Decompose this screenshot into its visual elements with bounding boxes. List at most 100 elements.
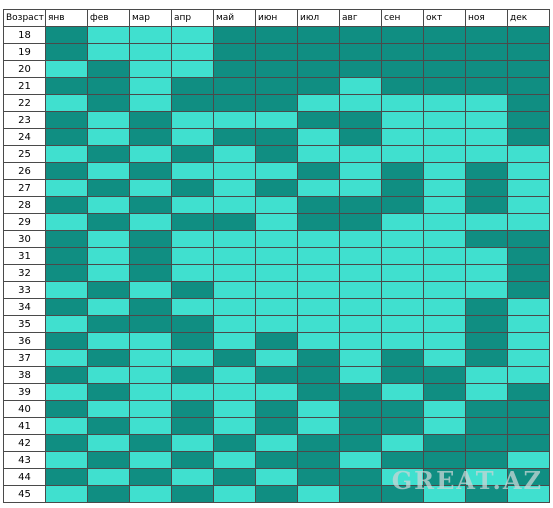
light-cell [213,400,256,418]
light-cell [465,213,508,231]
light-cell [45,349,88,367]
dark-cell [507,94,550,112]
dark-cell [339,485,382,503]
age-cell: 38 [3,366,46,384]
light-cell [423,485,466,503]
table-row: 44 [3,468,550,486]
light-cell [87,247,130,265]
light-cell [129,281,172,299]
dark-cell [213,77,256,95]
light-cell [87,196,130,214]
dark-cell [129,128,172,146]
dark-cell [339,417,382,435]
light-cell [423,94,466,112]
dark-cell [213,468,256,486]
dark-cell [381,366,424,384]
light-cell [423,400,466,418]
dark-cell [255,179,298,197]
dark-cell [297,451,340,469]
light-cell [297,400,340,418]
dark-cell [297,349,340,367]
age-cell: 18 [3,26,46,44]
age-cell: 40 [3,400,46,418]
dark-cell [339,60,382,78]
light-cell [171,264,214,282]
age-cell: 39 [3,383,46,401]
dark-cell [129,230,172,248]
light-cell [255,230,298,248]
light-cell [213,281,256,299]
age-cell: 34 [3,298,46,316]
dark-cell [45,298,88,316]
dark-cell [297,162,340,180]
dark-cell [45,247,88,265]
light-cell [339,264,382,282]
light-cell [381,128,424,146]
light-cell [339,230,382,248]
dark-cell [255,400,298,418]
dark-cell [423,43,466,61]
month-header: ноя [465,9,508,27]
table-row: 27 [3,179,550,197]
light-cell [213,145,256,163]
light-cell [381,434,424,452]
dark-cell [465,77,508,95]
light-cell [465,281,508,299]
dark-cell [297,468,340,486]
dark-cell [339,400,382,418]
age-cell: 45 [3,485,46,503]
light-cell [129,145,172,163]
light-cell [213,315,256,333]
light-cell [171,468,214,486]
dark-cell [297,111,340,129]
dark-cell [507,247,550,265]
table-row: 37 [3,349,550,367]
light-cell [507,213,550,231]
dark-cell [129,434,172,452]
light-cell [213,247,256,265]
dark-cell [171,77,214,95]
dark-cell [339,468,382,486]
light-cell [297,179,340,197]
dark-cell [423,383,466,401]
light-cell [171,26,214,44]
dark-cell [381,417,424,435]
light-cell [45,179,88,197]
table-row: 19 [3,43,550,61]
age-cell: 35 [3,315,46,333]
light-cell [87,366,130,384]
dark-cell [507,434,550,452]
light-cell [297,94,340,112]
light-cell [255,247,298,265]
dark-cell [171,179,214,197]
month-header: июн [255,9,298,27]
dark-cell [507,128,550,146]
light-cell [255,196,298,214]
light-cell [129,366,172,384]
light-cell [381,94,424,112]
light-cell [339,247,382,265]
dark-cell [213,60,256,78]
light-cell [423,111,466,129]
dark-cell [87,349,130,367]
light-cell [129,383,172,401]
light-cell [129,179,172,197]
dark-cell [87,315,130,333]
light-cell [339,451,382,469]
dark-cell [507,383,550,401]
dark-cell [45,434,88,452]
light-cell [339,281,382,299]
light-cell [423,315,466,333]
dark-cell [297,383,340,401]
age-cell: 29 [3,213,46,231]
dark-cell [255,366,298,384]
table-row: 21 [3,77,550,95]
month-header: апр [171,9,214,27]
light-cell [129,349,172,367]
age-cell: 25 [3,145,46,163]
dark-cell [465,485,508,503]
light-cell [339,179,382,197]
age-cell: 43 [3,451,46,469]
dark-cell [465,298,508,316]
age-cell: 23 [3,111,46,129]
